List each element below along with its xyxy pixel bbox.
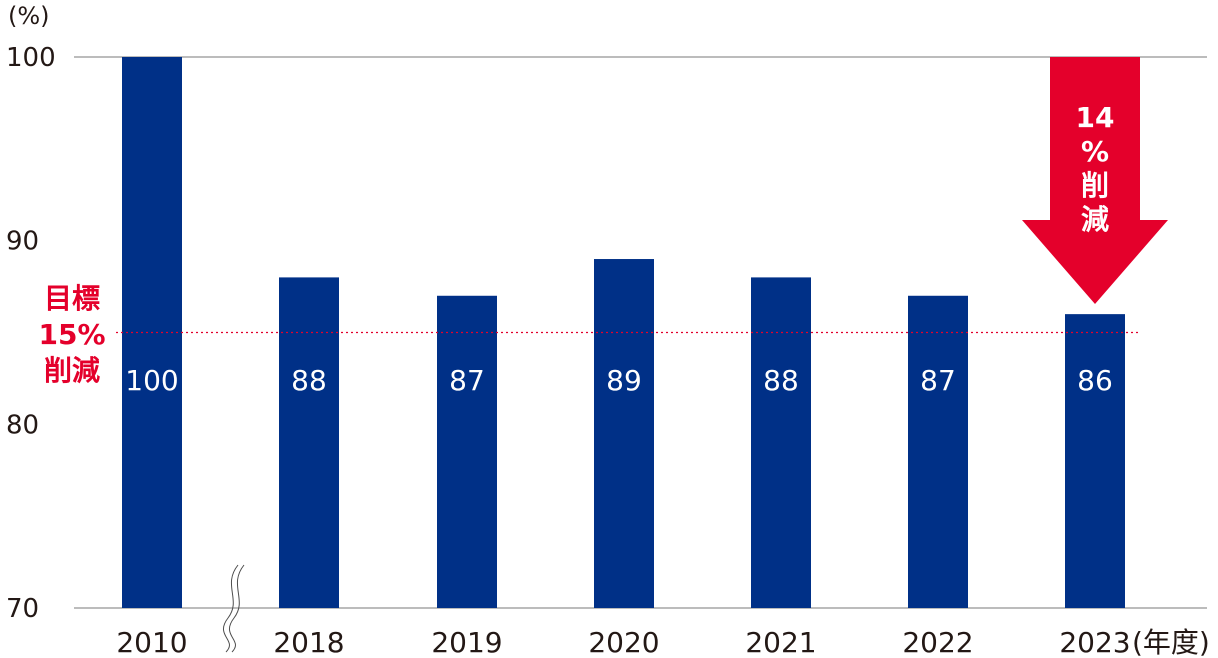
axis-break-line-left: [222, 564, 239, 653]
callout-label: 減: [1081, 203, 1109, 236]
bar: [751, 277, 811, 608]
bar-value-label: 88: [291, 364, 327, 397]
target-label: 15%: [38, 318, 105, 351]
x-tick-label: 2010: [116, 626, 187, 658]
y-tick-label: 100: [6, 43, 56, 73]
callout-label: 削: [1081, 169, 1109, 202]
target-label: 削減: [44, 354, 100, 387]
bar-value-label: 87: [449, 364, 485, 397]
x-tick-label: 2021: [745, 626, 816, 658]
bar: [908, 295, 968, 608]
x-axis-ticks: 2010 2018 2019 2020 2021 2022 2023: [116, 626, 1130, 658]
x-tick-label: 2023: [1059, 626, 1130, 658]
y-axis-unit: (%): [8, 2, 50, 30]
axis-break-icon: [222, 564, 245, 653]
x-tick-label: 2018: [273, 626, 344, 658]
bar-value-label: 89: [606, 364, 642, 397]
x-tick-label: 2022: [902, 626, 973, 658]
y-tick-label: 90: [6, 227, 39, 257]
callout-label: 14: [1076, 101, 1115, 134]
target-label: 目標: [44, 282, 100, 315]
x-axis-unit: (年度): [1132, 626, 1210, 658]
callout-label: %: [1081, 135, 1109, 168]
down-arrow-icon: [1022, 57, 1168, 304]
bar-value-label: 88: [763, 364, 799, 397]
y-axis-ticks: 70 80 90 100: [6, 43, 56, 624]
bar-value-label: 87: [920, 364, 956, 397]
bar: [594, 259, 654, 608]
bar-value-label: 86: [1077, 364, 1113, 397]
axis-break-line-right: [228, 564, 245, 653]
bar-value-label: 100: [125, 364, 178, 397]
reduction-callout: 14%削減: [1022, 57, 1168, 304]
x-tick-label: 2019: [431, 626, 502, 658]
bar: [437, 295, 497, 608]
bar: [1065, 314, 1125, 608]
x-tick-label: 2020: [588, 626, 659, 658]
y-tick-label: 70: [6, 594, 39, 624]
y-tick-label: 80: [6, 410, 39, 440]
bar: [279, 277, 339, 608]
